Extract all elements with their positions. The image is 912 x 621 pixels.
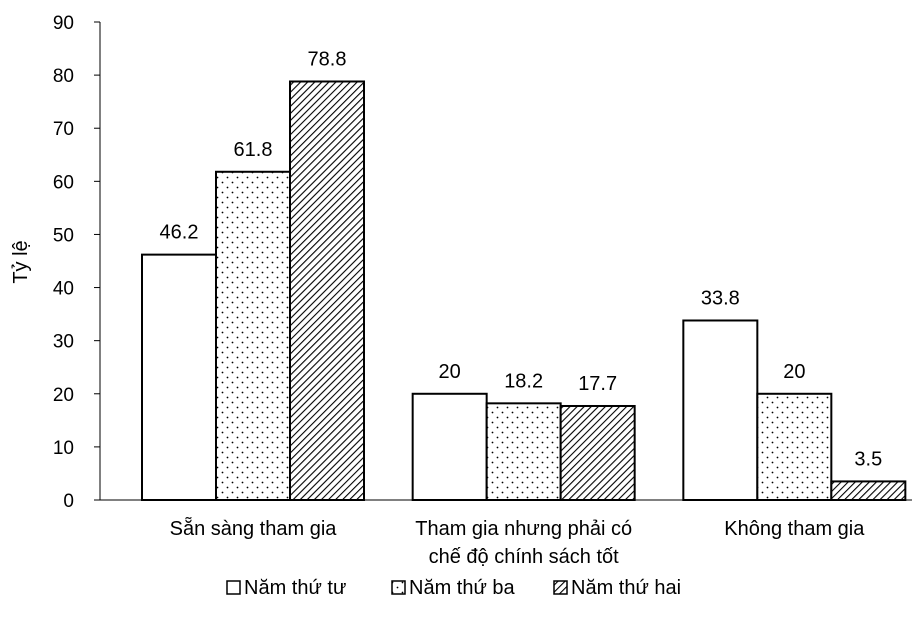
y-tick-label: 60 — [53, 172, 74, 193]
bar-value-label: 18.2 — [504, 370, 543, 392]
y-tick-label: 40 — [53, 279, 74, 300]
category-label: Tham gia nhưng phải có — [415, 518, 632, 540]
bar-value-label: 17.7 — [578, 373, 617, 395]
legend-label: Năm thứ tư — [244, 577, 346, 599]
bars: 46.2 61.8 78.8 20 18.2 17.7 33.8 20 3.5 — [141, 48, 907, 502]
bar-năm-thứ-ba — [485, 402, 562, 501]
legend-swatch — [391, 580, 406, 595]
bar-năm-thứ-tư — [411, 392, 488, 501]
x-axis: Sẵn sàng tham gia Tham gia nhưng phải có c… — [100, 499, 912, 568]
bar-năm-thứ-hai — [830, 480, 907, 501]
bar-value-label: 3.5 — [854, 448, 882, 470]
bar-value-label: 78.8 — [308, 48, 347, 70]
legend-label: Năm thứ hai — [571, 577, 681, 599]
bar-năm-thứ-hai — [559, 404, 636, 502]
y-tick-label: 20 — [53, 385, 74, 406]
legend-swatch — [553, 580, 568, 595]
category-label: Không tham gia — [724, 518, 865, 540]
bar-năm-thứ-ba — [215, 170, 291, 501]
bar-năm-thứ-tư — [682, 319, 759, 501]
category-label: chế độ chính sách tốt — [429, 546, 620, 568]
bar-value-label: 20 — [783, 361, 805, 383]
y-tick-label: 0 — [63, 491, 74, 512]
y-tick-label: 30 — [53, 332, 74, 353]
bar-value-label: 46.2 — [160, 222, 199, 244]
legend-label: Năm thứ ba — [409, 577, 516, 599]
bar-năm-thứ-hai — [289, 80, 365, 502]
bar-value-label: 61.8 — [234, 139, 273, 161]
y-tick-label: 50 — [53, 225, 74, 246]
category-label: Sẵn sàng tham gia — [170, 517, 338, 540]
bar-năm-thứ-ba — [756, 392, 833, 501]
legend: Năm thứ tư Năm thứ ba Năm thứ hai — [226, 577, 681, 599]
y-tick-label: 70 — [53, 119, 74, 140]
bar-value-label: 20 — [439, 361, 461, 383]
y-axis: 0 10 20 30 40 50 60 70 80 90 — [53, 13, 101, 512]
bar-năm-thứ-tư — [141, 253, 217, 501]
bar-value-label: 33.8 — [701, 287, 740, 309]
y-tick-label: 90 — [53, 13, 74, 34]
legend-swatch — [226, 580, 241, 595]
y-axis-title: Tỷ lệ — [10, 240, 32, 283]
y-tick-label: 80 — [53, 66, 74, 87]
y-tick-label: 10 — [53, 438, 74, 459]
